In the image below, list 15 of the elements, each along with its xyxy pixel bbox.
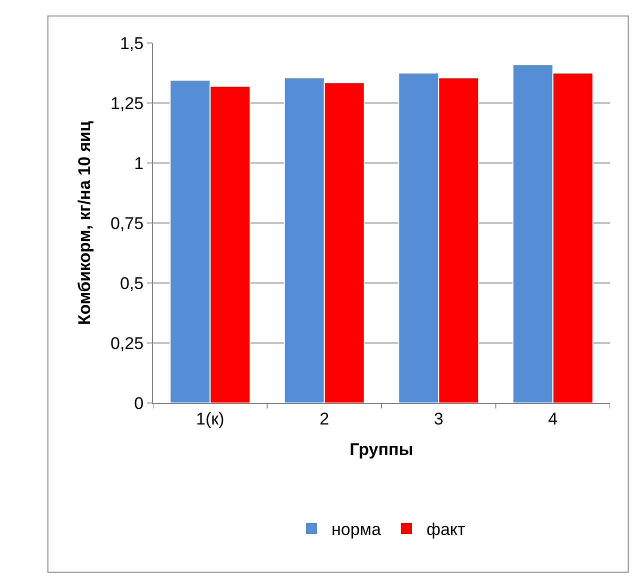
- x-tick-label: 1(к): [196, 409, 224, 428]
- legend-label: норма: [332, 520, 382, 540]
- x-tick-label: 4: [548, 409, 558, 428]
- x-tick-label: 2: [320, 409, 330, 428]
- legend-label: факт: [426, 520, 466, 540]
- x-axis-title: Группы: [350, 440, 414, 459]
- y-tick-label: 0,5: [120, 274, 144, 293]
- y-tick-label: 1,5: [120, 34, 144, 53]
- y-axis-title: Комбикорм, кг/на 10 яиц: [75, 120, 94, 325]
- y-tick-label: 1,25: [110, 94, 144, 113]
- y-tick-label: 0,75: [110, 214, 144, 233]
- y-tick-label: 0,25: [110, 334, 144, 353]
- y-tick-label: 0: [134, 394, 144, 413]
- y-tick-label: 1: [134, 154, 144, 173]
- x-tick-label: 3: [434, 409, 444, 428]
